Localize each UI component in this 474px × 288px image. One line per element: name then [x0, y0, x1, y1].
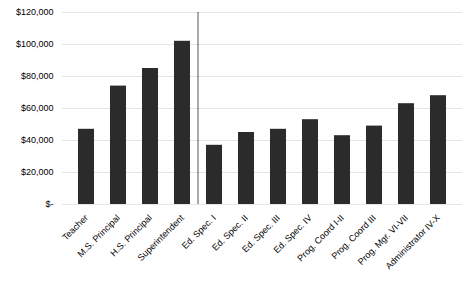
svg-text:Ed. Spec. III: Ed. Spec. III: [240, 212, 282, 255]
svg-text:Prog. Mgr. VI-VII: Prog. Mgr. VI-VII: [355, 212, 410, 267]
svg-text:$40,000: $40,000: [21, 135, 54, 145]
svg-text:$120,000: $120,000: [16, 7, 54, 17]
svg-text:$100,000: $100,000: [16, 39, 54, 49]
svg-text:Prog. Coord III: Prog. Coord III: [329, 212, 378, 262]
svg-text:Ed. Spec. II: Ed. Spec. II: [210, 212, 250, 253]
svg-text:Ed. Spec. IV: Ed. Spec. IV: [271, 212, 314, 256]
svg-text:Administrator IV-X: Administrator IV-X: [384, 213, 442, 271]
svg-text:$20,000: $20,000: [21, 167, 54, 177]
svg-text:$-: $-: [45, 199, 53, 209]
svg-text:$80,000: $80,000: [21, 71, 54, 81]
svg-text:M.S. Principal: M.S. Principal: [75, 212, 122, 259]
svg-text:$60,000: $60,000: [21, 103, 54, 113]
svg-text:H.S. Principal: H.S. Principal: [108, 212, 154, 259]
svg-text:Superintendent: Superintendent: [136, 212, 187, 263]
svg-text:Teacher: Teacher: [60, 213, 90, 243]
svg-text:Ed. Spec. I: Ed. Spec. I: [179, 212, 218, 251]
svg-text:Prog. Coord I-II: Prog. Coord I-II: [295, 212, 346, 264]
